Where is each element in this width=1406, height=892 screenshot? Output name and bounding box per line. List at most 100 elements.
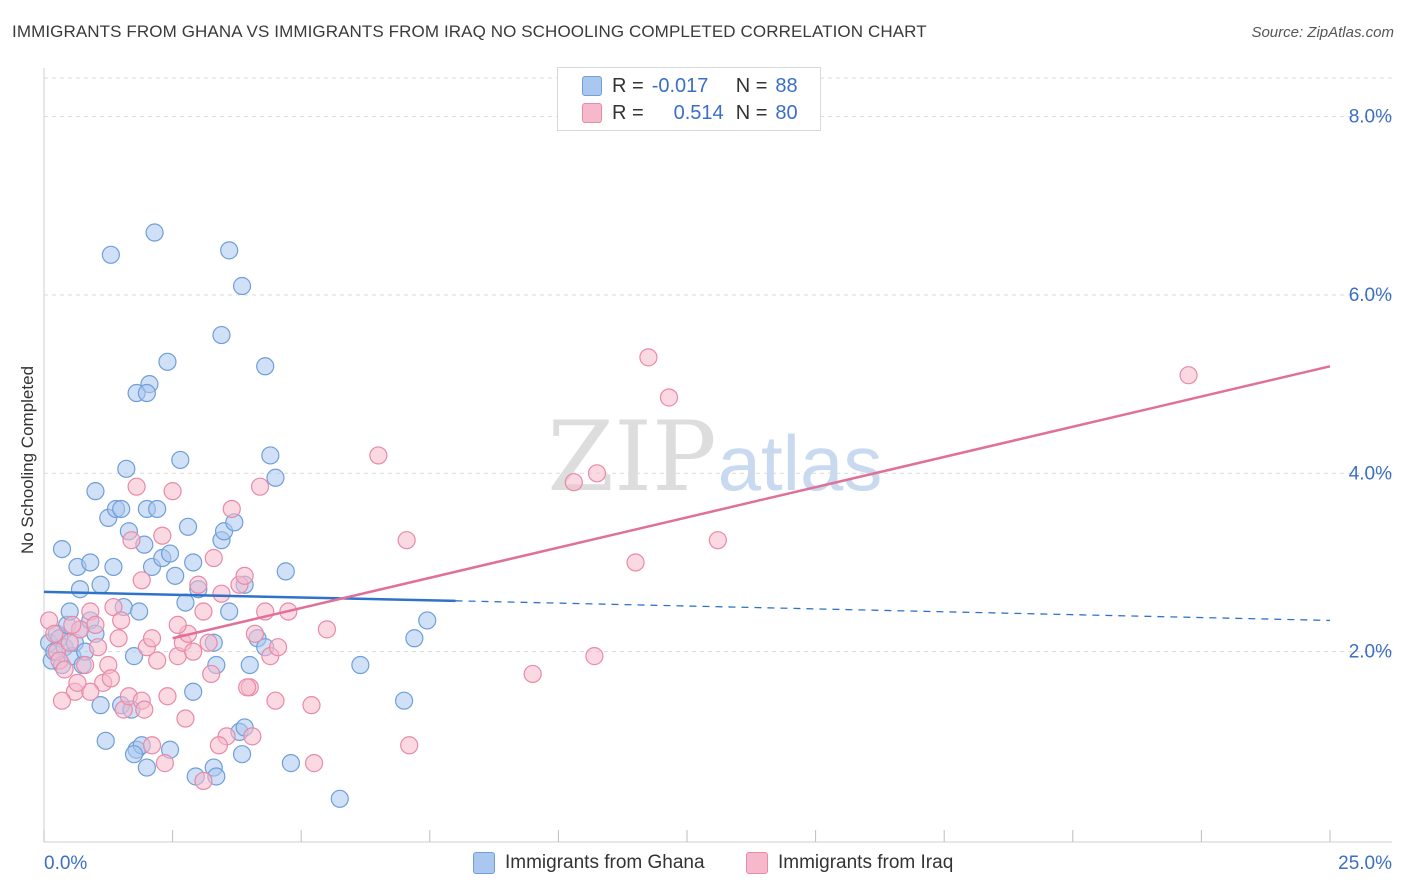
ghana-point	[160, 544, 180, 563]
legend-n-value: 88	[775, 74, 798, 97]
iraq-point	[112, 611, 131, 630]
ghana-point	[394, 691, 414, 710]
ghana-point	[52, 539, 72, 559]
iraq-point	[189, 575, 208, 594]
ghana-point	[112, 499, 131, 519]
ghana-point	[330, 789, 349, 808]
iraq-point	[60, 633, 79, 652]
y-tick-label: 8.0%	[1349, 107, 1392, 128]
ghana-point	[220, 602, 239, 621]
legend-n-label: N =	[735, 101, 768, 124]
ghana-point	[266, 468, 285, 487]
iraq-point	[55, 660, 74, 679]
legend-swatch-ghana	[582, 76, 602, 96]
x-tick-label: 25.0%	[1338, 853, 1392, 874]
ghana-point	[418, 611, 437, 630]
ghana-point	[130, 602, 149, 621]
ghana-point	[351, 655, 370, 675]
ghana-point	[158, 352, 177, 371]
iraq-point	[400, 736, 419, 755]
y-tick-label: 2.0%	[1349, 642, 1392, 663]
ghana-point	[124, 745, 144, 764]
iraq-point	[76, 655, 95, 675]
legend-swatch-iraq	[582, 103, 602, 123]
legend-r-value: -0.017	[651, 74, 709, 97]
legend-row-ghana: R = -0.017 N = 88	[582, 74, 798, 98]
iraq-point	[194, 771, 213, 791]
stats-legend: R = -0.017 N = 88 R = 0.514 N = 80	[557, 67, 821, 131]
legend-swatch-iraq	[746, 852, 768, 874]
ghana-point	[91, 575, 110, 594]
ghana-point	[176, 593, 195, 612]
ghana-point	[137, 383, 156, 403]
watermark: ZIP atlas	[547, 401, 882, 513]
iraq-point	[250, 477, 270, 496]
ghana-point	[184, 682, 203, 701]
iraq-point	[163, 482, 182, 501]
iraq-point	[369, 446, 388, 465]
iraq-point	[135, 700, 154, 719]
iraq-point	[184, 642, 203, 661]
iraq-point	[245, 624, 265, 643]
ghana-point	[220, 241, 239, 260]
iraq-point	[142, 736, 162, 755]
ghana-point	[212, 325, 231, 345]
iraq-point	[304, 754, 324, 773]
ghana-point	[256, 357, 275, 376]
iraq-point	[142, 629, 162, 648]
iraq-point	[397, 531, 416, 550]
chart-title: IMMIGRANTS FROM GHANA VS IMMIGRANTS FROM…	[12, 22, 927, 41]
ghana-point	[166, 566, 185, 585]
legend-label-ghana: Immigrants from Ghana	[505, 852, 705, 873]
legend-r-value: 0.514	[673, 101, 724, 124]
iraq-point	[302, 696, 321, 715]
iraq-point	[122, 531, 141, 550]
ghana-point	[124, 647, 144, 666]
iraq-point	[168, 615, 187, 634]
legend-label-iraq: Immigrants from Iraq	[778, 852, 954, 873]
iraq-point	[127, 477, 146, 496]
iraq-point	[45, 624, 64, 643]
ghana-point	[145, 223, 164, 242]
iraq-point	[52, 691, 72, 710]
points-layer	[40, 223, 1198, 808]
ghana-point	[101, 245, 120, 264]
axis-layer	[43, 68, 1392, 843]
ghana-point	[171, 450, 190, 470]
legend-item-ghana[interactable]: Immigrants from Ghana	[473, 852, 705, 874]
y-axis-label: No Schooling Completed	[18, 365, 37, 555]
iraq-point	[153, 526, 172, 545]
series-legend: Immigrants from Ghana Immigrants from Ir…	[0, 852, 1406, 878]
iraq-point	[626, 553, 645, 572]
iraq-point	[109, 629, 128, 648]
iraq-point	[104, 597, 123, 617]
watermark-atlas: atlas	[718, 419, 883, 507]
iraq-point	[158, 687, 177, 706]
ghana-point	[240, 655, 259, 675]
iraq-point	[148, 651, 167, 670]
iraq-point	[564, 473, 583, 492]
y-tick-label: 6.0%	[1349, 285, 1392, 306]
ghana-point	[148, 499, 167, 519]
iraq-point	[235, 566, 254, 585]
legend-item-iraq[interactable]: Immigrants from Iraq	[746, 852, 953, 874]
iraq-point	[202, 664, 221, 684]
iraq-trend-line	[172, 365, 1331, 640]
iraq-point	[199, 633, 218, 652]
ghana-point	[70, 580, 90, 599]
iraq-point	[708, 531, 727, 550]
ghana-point	[117, 459, 136, 478]
iraq-point	[639, 348, 658, 367]
iraq-point	[63, 615, 82, 634]
legend-r-label: R =	[612, 101, 644, 124]
ghana-point	[91, 696, 110, 715]
ghana-point	[276, 562, 295, 581]
iraq-point	[585, 647, 604, 666]
ghana-point	[178, 517, 198, 536]
iraq-point	[204, 548, 223, 568]
ghana-point	[137, 758, 156, 777]
iraq-point	[86, 615, 105, 634]
iraq-point	[317, 620, 337, 639]
iraq-point	[132, 571, 151, 590]
iraq-point	[194, 602, 213, 621]
